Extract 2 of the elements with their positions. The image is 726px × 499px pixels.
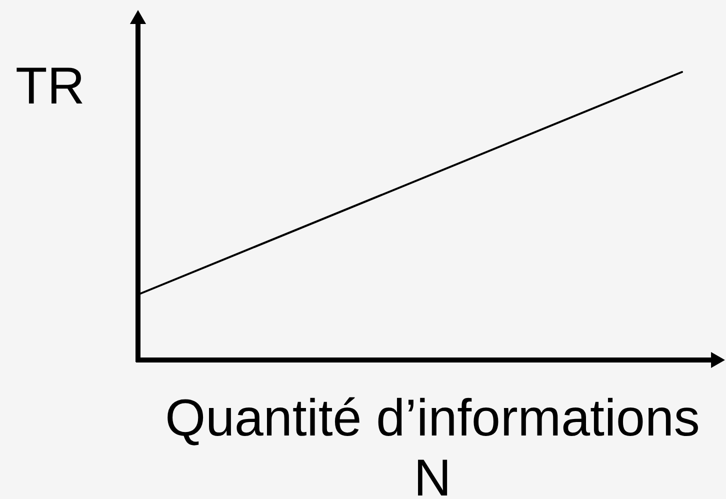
y-axis-title: TR <box>16 58 85 116</box>
x-axis-title: Quantité d’informations N <box>165 390 700 499</box>
